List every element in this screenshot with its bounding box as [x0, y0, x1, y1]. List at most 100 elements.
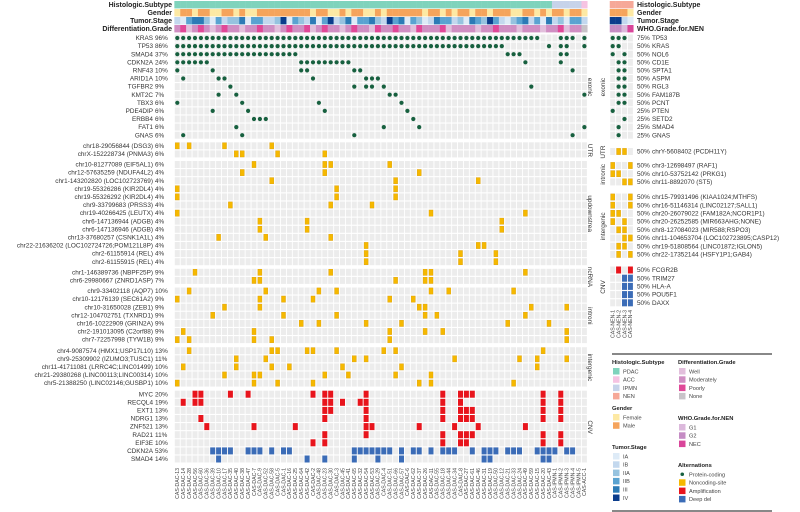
empty-cell	[304, 209, 310, 217]
empty-cell	[399, 169, 404, 177]
empty-cell	[275, 355, 281, 363]
empty-cell	[345, 66, 351, 74]
empty-cell	[275, 58, 281, 66]
empty-cell	[404, 258, 410, 266]
empty-cell	[581, 355, 587, 363]
protein-coding-mark	[251, 35, 257, 41]
empty-cell	[298, 311, 304, 319]
empty-cell	[281, 423, 286, 431]
protein-coding-mark	[517, 35, 522, 41]
empty-cell	[522, 66, 528, 74]
annotation-cell	[439, 17, 446, 25]
empty-cell	[298, 142, 304, 150]
empty-cell	[216, 355, 222, 363]
empty-cell	[446, 319, 452, 327]
annotation-cell	[439, 9, 446, 17]
deep-del-mark	[269, 447, 275, 455]
noncoding-mark	[616, 148, 621, 155]
empty-cell	[627, 226, 633, 234]
protein-coding-mark	[622, 60, 627, 65]
empty-cell	[363, 276, 369, 284]
empty-cell	[558, 423, 564, 431]
empty-cell	[186, 217, 192, 225]
empty-cell	[257, 91, 263, 99]
empty-cell	[322, 193, 328, 201]
annotation-cell	[392, 1, 399, 9]
empty-cell	[446, 431, 452, 439]
annotation-cell	[504, 17, 511, 25]
empty-cell	[233, 169, 239, 177]
empty-cell	[558, 225, 564, 233]
empty-cell	[363, 91, 369, 99]
empty-cell	[522, 439, 528, 447]
empty-cell	[292, 201, 298, 209]
empty-cell	[174, 177, 180, 185]
empty-cell	[227, 99, 233, 107]
empty-cell	[440, 177, 446, 185]
empty-cell	[540, 50, 546, 58]
empty-cell	[570, 295, 576, 303]
empty-cell	[446, 455, 452, 463]
deep-del-mark	[410, 447, 416, 455]
annotation-cell	[233, 1, 240, 9]
empty-cell	[216, 336, 222, 344]
row-label: chr10-81277089 (EIF5AL1)	[76, 162, 153, 169]
row-label: chr20-26252585 (MIR663AHG;NONE)	[652, 219, 761, 226]
empty-cell	[192, 193, 198, 201]
empty-cell	[399, 75, 404, 82]
legend-title: Gender	[612, 406, 633, 412]
empty-cell	[222, 193, 227, 201]
empty-cell	[434, 287, 440, 295]
empty-cell	[452, 83, 458, 91]
empty-cell	[328, 123, 334, 131]
empty-cell	[216, 431, 222, 439]
empty-cell	[463, 66, 469, 74]
empty-cell	[505, 455, 511, 463]
empty-cell	[481, 258, 487, 266]
empty-cell	[481, 75, 487, 82]
empty-cell	[186, 268, 192, 276]
empty-cell	[263, 107, 269, 115]
empty-cell	[286, 250, 292, 258]
empty-cell	[375, 347, 381, 355]
empty-cell	[281, 363, 286, 371]
empty-cell	[357, 406, 363, 414]
protein-coding-mark	[393, 35, 398, 41]
noncoding-mark	[417, 303, 422, 311]
protein-coding-mark	[334, 44, 339, 49]
empty-cell	[340, 123, 345, 131]
empty-cell	[528, 355, 534, 363]
empty-cell	[316, 415, 322, 422]
empty-cell	[576, 34, 581, 42]
empty-cell	[192, 242, 198, 249]
empty-cell	[310, 169, 316, 177]
protein-coding-mark	[210, 44, 215, 49]
noncoding-mark	[275, 379, 280, 387]
empty-cell	[304, 447, 310, 455]
protein-coding-mark	[616, 100, 621, 105]
empty-cell	[422, 225, 428, 233]
annotation-cell	[575, 17, 582, 25]
empty-cell	[546, 185, 552, 193]
empty-cell	[452, 99, 458, 107]
empty-cell	[627, 170, 633, 178]
noncoding-mark	[616, 170, 621, 178]
empty-cell	[475, 398, 481, 406]
empty-cell	[610, 99, 616, 107]
empty-cell	[186, 201, 192, 209]
empty-cell	[540, 42, 546, 50]
gene-row: 25% SMAD4	[610, 123, 674, 131]
empty-cell	[475, 379, 481, 387]
empty-cell	[416, 455, 422, 463]
protein-coding-mark	[322, 35, 327, 41]
deep-del-mark	[622, 291, 627, 299]
empty-cell	[581, 58, 587, 66]
empty-cell	[505, 328, 511, 335]
empty-cell	[522, 347, 528, 355]
empty-cell	[239, 328, 245, 335]
annotation-cell	[339, 25, 346, 33]
empty-cell	[446, 336, 452, 344]
empty-cell	[387, 319, 393, 327]
empty-cell	[216, 258, 222, 266]
empty-cell	[239, 123, 245, 131]
